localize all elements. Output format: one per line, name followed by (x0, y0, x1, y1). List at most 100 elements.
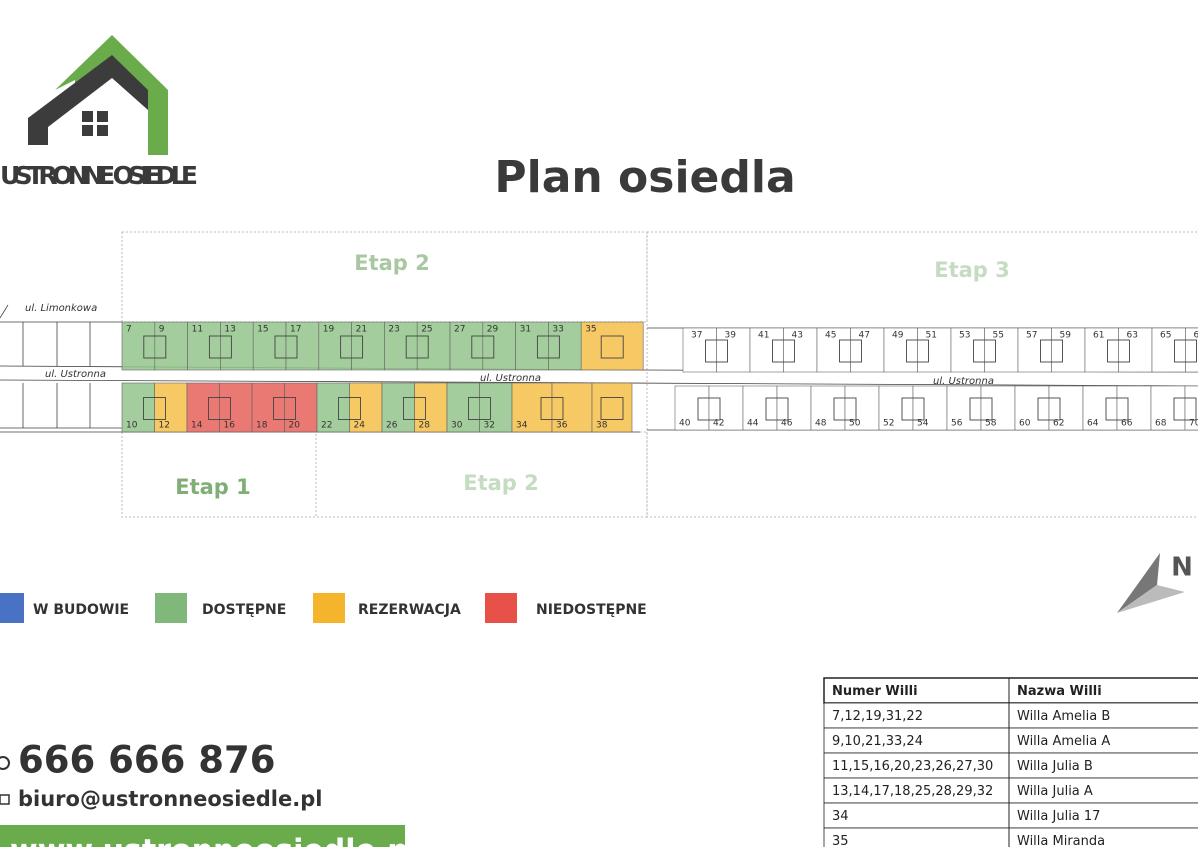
lot (912, 385, 948, 431)
house (901, 397, 925, 421)
website-bar (0, 825, 405, 847)
lot-number: 60 (1019, 419, 1031, 429)
lot-number: 24 (354, 421, 366, 431)
lot (154, 321, 188, 371)
lot-number: 64 (1087, 419, 1099, 429)
lot-number: 58 (985, 419, 997, 429)
lot-number: 31 (520, 325, 531, 335)
legend: W BUDOWIE DOSTĘPNE REZERWACJA NIEDOSTĘPNE (0, 593, 647, 623)
house (405, 335, 429, 359)
table-cell: 11,15,16,20,23,26,27,30 (832, 759, 993, 774)
phone-icon (0, 756, 10, 770)
stage-label: Etap 1 (175, 475, 251, 499)
lot-number: 56 (951, 419, 963, 429)
lot (1116, 385, 1152, 431)
lot (220, 321, 254, 371)
lot-number: 28 (419, 421, 431, 431)
table-cell: 13,14,17,18,25,28,29,32 (832, 784, 993, 799)
house (540, 397, 564, 420)
stage-box (646, 231, 1198, 518)
lot (950, 327, 985, 373)
lot (591, 382, 633, 433)
table-cell: Willa Amelia A (1017, 734, 1110, 749)
lot-number: 51 (926, 331, 937, 341)
house (1173, 397, 1197, 421)
lot (580, 321, 644, 371)
lot (984, 327, 1019, 373)
table-row (823, 727, 1198, 754)
lot-number: 47 (859, 331, 870, 341)
brand: USTRONNE OSIEDLE (0, 161, 198, 190)
lot (416, 321, 451, 371)
lot (1014, 385, 1050, 431)
compass-label: N (1171, 553, 1193, 583)
stage-label: Etap 3 (934, 258, 1010, 282)
lot-number: 40 (679, 419, 691, 429)
lot-number: 12 (159, 421, 170, 431)
title: Plan osiedla (494, 152, 795, 203)
lot-number: 55 (993, 331, 1004, 341)
lot-number: 39 (725, 331, 737, 341)
house (1037, 397, 1061, 421)
lot-number: 66 (1121, 419, 1133, 429)
lot-number: 41 (758, 331, 769, 341)
lot (1051, 327, 1086, 373)
lot-number: 54 (917, 419, 929, 429)
lot-number: 26 (386, 421, 398, 431)
lot (1185, 327, 1198, 373)
stage-label: Etap 2 (463, 471, 539, 495)
house (143, 397, 166, 420)
lot (548, 321, 582, 371)
legend-swatch (313, 593, 345, 623)
lot-number: 48 (815, 419, 827, 429)
lot-number: 10 (126, 421, 138, 431)
lot-number: 35 (585, 325, 596, 335)
lot (186, 382, 220, 433)
house (536, 335, 560, 359)
lot (674, 385, 710, 431)
table-cell: 9,10,21,33,24 (832, 734, 923, 749)
lot-number: 50 (849, 419, 861, 429)
lot (1082, 385, 1118, 431)
house (1174, 339, 1197, 363)
lot (551, 382, 593, 433)
lot (251, 382, 285, 433)
phone: 666 666 876 (18, 739, 275, 782)
lot-number: 9 (159, 325, 165, 335)
legend-label: NIEDOSTĘPNE (536, 602, 647, 618)
lot-number: 65 (1160, 331, 1171, 341)
logo (28, 35, 168, 155)
lot-number: 20 (289, 421, 301, 431)
lot (316, 382, 350, 433)
house (1105, 397, 1129, 421)
lot (1118, 327, 1153, 373)
lot (449, 321, 484, 371)
lot-number: 38 (596, 421, 608, 431)
table-cell: Willa Julia B (1017, 759, 1093, 774)
mail-icon (0, 794, 10, 805)
house (340, 335, 364, 359)
house (273, 397, 296, 420)
lot-number: 44 (747, 419, 759, 429)
compass (1117, 553, 1185, 613)
street-label: ul. Ustronna (45, 369, 106, 380)
lot (810, 385, 846, 431)
lot-number: 11 (192, 325, 203, 335)
stage-label: Etap 2 (354, 251, 430, 275)
house (600, 397, 624, 420)
lot-number: 42 (713, 419, 724, 429)
lot-number: 25 (421, 325, 432, 335)
legend-swatch (0, 593, 24, 623)
lot-number: 22 (321, 421, 332, 431)
lot-number: 37 (691, 331, 702, 341)
lot (716, 327, 751, 373)
table-row (823, 827, 1198, 847)
legend-label: W BUDOWIE (33, 602, 129, 618)
lot-number: 17 (290, 325, 301, 335)
table-row (823, 702, 1198, 729)
lot (349, 382, 383, 433)
house (274, 335, 298, 359)
house (208, 335, 232, 359)
villa-table: Numer Willi Nazwa Willi 7,12,19,31,22 Willa… (823, 677, 1198, 847)
